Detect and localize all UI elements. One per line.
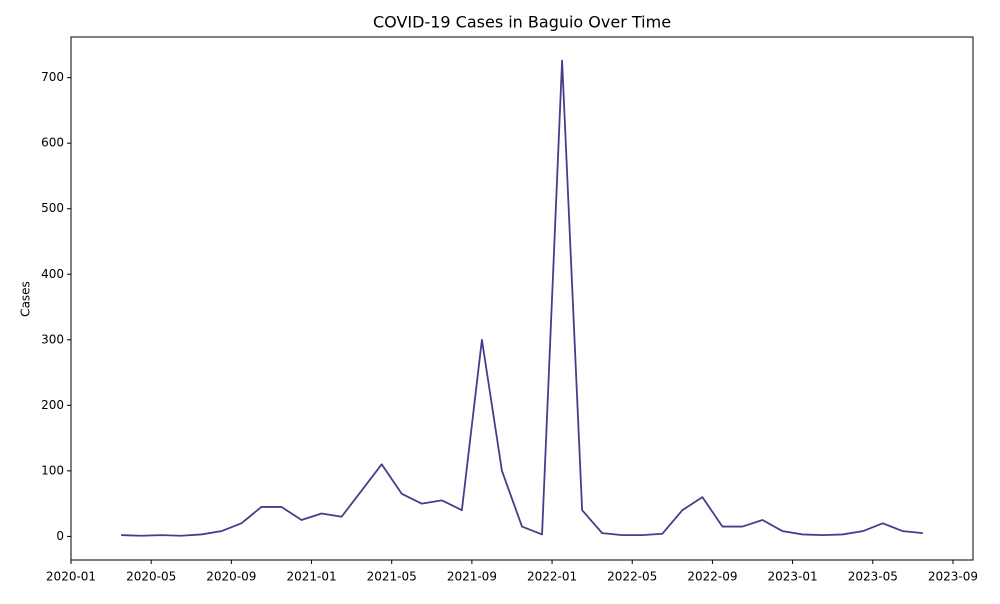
y-tick-label: 400 <box>41 267 64 281</box>
x-tick-label: 2021-05 <box>367 570 417 584</box>
y-axis-label: Cases <box>19 281 33 317</box>
plot-frame <box>70 36 974 561</box>
x-tick-label: 2022-01 <box>527 570 577 584</box>
y-tick-label: 700 <box>41 70 64 84</box>
y-tick-label: 0 <box>56 529 64 543</box>
series-line <box>121 59 923 537</box>
x-tick-label: 2023-05 <box>848 570 898 584</box>
y-tick-label: 200 <box>41 398 64 412</box>
x-tick-label: 2020-09 <box>206 570 256 584</box>
y-tick-label: 100 <box>41 463 64 477</box>
y-tick-label: 500 <box>41 201 64 215</box>
x-tick-label: 2020-01 <box>46 570 96 584</box>
x-tick-label: 2022-05 <box>607 570 657 584</box>
x-tick-label: 2021-01 <box>286 570 336 584</box>
y-tick-label: 600 <box>41 136 64 150</box>
x-tick-label: 2021-09 <box>447 570 497 584</box>
x-tick-label: 2023-01 <box>768 570 818 584</box>
y-tick-label: 300 <box>41 332 64 346</box>
chart-title: COVID-19 Cases in Baguio Over Time <box>373 13 671 32</box>
x-tick-label: 2020-05 <box>126 570 176 584</box>
x-tick-label: 2023-09 <box>928 570 978 584</box>
x-tick-label: 2022-09 <box>687 570 737 584</box>
